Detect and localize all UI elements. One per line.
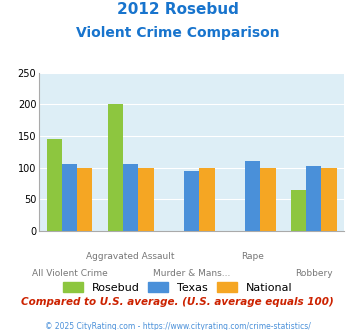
Text: Rape: Rape <box>241 252 264 261</box>
Bar <box>77 168 92 231</box>
Bar <box>291 190 306 231</box>
Bar <box>306 166 322 231</box>
Bar <box>62 164 77 231</box>
Text: Aggravated Assault: Aggravated Assault <box>86 252 175 261</box>
Bar <box>123 164 138 231</box>
Text: Violent Crime Comparison: Violent Crime Comparison <box>76 26 279 40</box>
Text: 2012 Rosebud: 2012 Rosebud <box>116 2 239 16</box>
Text: Murder & Mans...: Murder & Mans... <box>153 269 230 278</box>
Bar <box>322 168 337 231</box>
Bar <box>108 104 123 231</box>
Bar <box>200 168 214 231</box>
Legend: Rosebud, Texas, National: Rosebud, Texas, National <box>58 278 297 297</box>
Text: © 2025 CityRating.com - https://www.cityrating.com/crime-statistics/: © 2025 CityRating.com - https://www.city… <box>45 322 310 330</box>
Bar <box>47 139 62 231</box>
Bar <box>138 168 153 231</box>
Text: All Violent Crime: All Violent Crime <box>32 269 108 278</box>
Text: Robbery: Robbery <box>295 269 333 278</box>
Bar <box>245 161 261 231</box>
Text: Compared to U.S. average. (U.S. average equals 100): Compared to U.S. average. (U.S. average … <box>21 297 334 307</box>
Bar <box>261 168 275 231</box>
Bar <box>184 172 200 231</box>
